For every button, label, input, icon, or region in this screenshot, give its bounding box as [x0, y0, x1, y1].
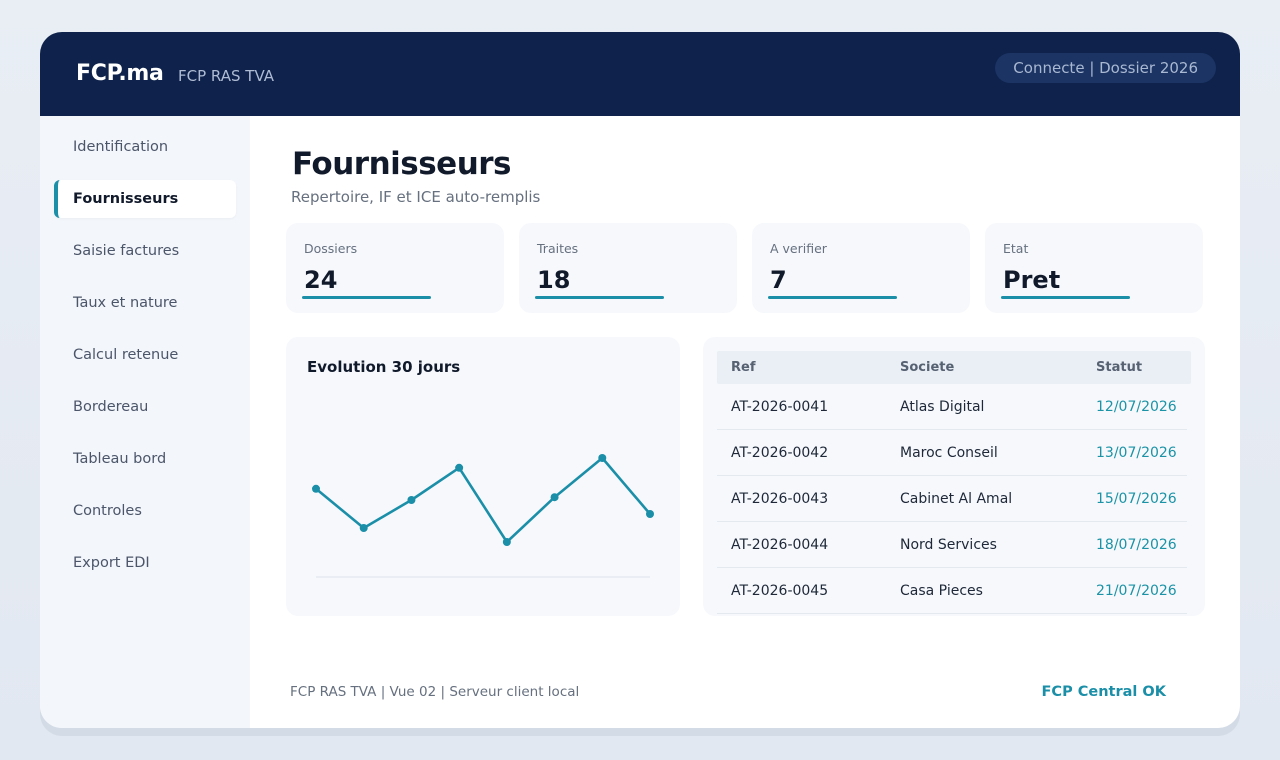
cell-ref: AT-2026-0045	[731, 583, 829, 599]
data-point[interactable]	[407, 496, 416, 504]
stat-label: Etat	[1003, 241, 1029, 256]
stat-label: Traites	[537, 241, 579, 256]
stat-value: Pret	[1003, 266, 1061, 294]
cell-societe: Casa Pieces	[900, 583, 983, 599]
stat-accent-bar	[768, 296, 897, 299]
cell-societe: Cabinet Al Amal	[900, 491, 1013, 507]
brand-logo[interactable]: FCP.ma	[76, 61, 164, 86]
stat-card-dossiers: Dossiers 24	[286, 223, 504, 313]
data-point[interactable]	[550, 493, 559, 502]
fournisseurs-table: Ref Societe Statut AT-2026-0041 Atlas Di…	[717, 351, 1191, 616]
cell-societe: Nord Services	[900, 537, 997, 553]
sidebar-item-bordereau[interactable]: Bordereau	[73, 399, 149, 415]
stat-value: 7	[770, 266, 787, 294]
stat-accent-bar	[535, 296, 664, 299]
table-header: Ref Societe Statut	[717, 351, 1191, 384]
cell-ref: AT-2026-0042	[731, 445, 829, 461]
stat-card-etat: Etat Pret	[985, 223, 1203, 313]
stat-accent-bar	[1001, 296, 1130, 299]
central-status: FCP Central OK	[1041, 684, 1166, 700]
stat-card-traites: Traites 18	[519, 223, 737, 313]
cell-ref: AT-2026-0041	[731, 399, 829, 415]
app-subtitle: FCP RAS TVA	[178, 67, 275, 85]
app-window: FCP.ma FCP RAS TVA Connecte | Dossier 20…	[40, 32, 1240, 728]
stat-label: Dossiers	[304, 241, 358, 256]
cell-statut: 18/07/2026	[1096, 537, 1177, 553]
cell-statut: 15/07/2026	[1096, 491, 1177, 507]
stat-card-a-verifier: A verifier 7	[752, 223, 970, 313]
stat-value: 24	[304, 266, 338, 294]
data-point[interactable]	[598, 454, 607, 462]
sidebar: Identification Fournisseurs Saisie factu…	[40, 116, 250, 728]
page-title: Fournisseurs	[292, 146, 512, 182]
column-header-societe[interactable]: Societe	[900, 360, 955, 375]
sidebar-item-fournisseurs[interactable]: Fournisseurs	[54, 180, 236, 218]
cell-ref: AT-2026-0044	[731, 537, 829, 553]
stat-label: A verifier	[770, 241, 827, 256]
data-point[interactable]	[646, 510, 654, 518]
table-row[interactable]: AT-2026-0042 Maroc Conseil 13/07/2026	[717, 430, 1187, 476]
footer-info: FCP RAS TVA | Vue 02 | Serveur client lo…	[290, 684, 580, 700]
main-content: Fournisseurs Repertoire, IF et ICE auto-…	[250, 116, 1240, 728]
sidebar-item-identification[interactable]: Identification	[73, 139, 169, 155]
sidebar-item-saisie-factures[interactable]: Saisie factures	[73, 243, 180, 259]
table-row[interactable]: AT-2026-0043 Cabinet Al Amal 15/07/2026	[717, 476, 1187, 522]
table-row[interactable]: AT-2026-0045 Casa Pieces 21/07/2026	[717, 568, 1187, 614]
stat-value: 18	[537, 266, 571, 294]
stat-accent-bar	[302, 296, 431, 299]
data-point[interactable]	[502, 538, 511, 546]
line-chart	[312, 454, 654, 578]
page-subtitle: Repertoire, IF et ICE auto-remplis	[291, 188, 541, 206]
connection-status-badge: Connecte | Dossier 2026	[995, 53, 1216, 83]
data-point[interactable]	[455, 463, 464, 472]
cell-statut: 12/07/2026	[1096, 399, 1177, 415]
cell-societe: Atlas Digital	[900, 399, 985, 415]
column-header-ref[interactable]: Ref	[731, 360, 756, 375]
sidebar-item-calcul-retenue[interactable]: Calcul retenue	[73, 347, 179, 363]
cell-societe: Maroc Conseil	[900, 445, 998, 461]
column-header-statut[interactable]: Statut	[1096, 360, 1143, 375]
top-header: FCP.ma FCP RAS TVA Connecte | Dossier 20…	[40, 32, 1240, 116]
table-row[interactable]: AT-2026-0044 Nord Services 18/07/2026	[717, 522, 1187, 568]
cell-statut: 13/07/2026	[1096, 445, 1177, 461]
sidebar-item-export-edi[interactable]: Export EDI	[73, 555, 150, 571]
sidebar-item-tableau-bord[interactable]: Tableau bord	[73, 451, 167, 467]
cell-ref: AT-2026-0043	[731, 491, 829, 507]
sidebar-item-taux-et-nature[interactable]: Taux et nature	[73, 295, 178, 311]
table-row[interactable]: AT-2026-0041 Atlas Digital 12/07/2026	[717, 384, 1187, 430]
data-point[interactable]	[312, 484, 320, 493]
series-line	[315, 456, 651, 544]
sidebar-item-controles[interactable]: Controles	[73, 503, 142, 519]
cell-statut: 21/07/2026	[1096, 583, 1177, 599]
fournisseurs-table-panel: Ref Societe Statut AT-2026-0041 Atlas Di…	[703, 337, 1205, 616]
evolution-chart-panel: Evolution 30 jours	[286, 337, 680, 616]
data-point[interactable]	[359, 524, 368, 532]
chart-title: Evolution 30 jours	[307, 358, 461, 376]
